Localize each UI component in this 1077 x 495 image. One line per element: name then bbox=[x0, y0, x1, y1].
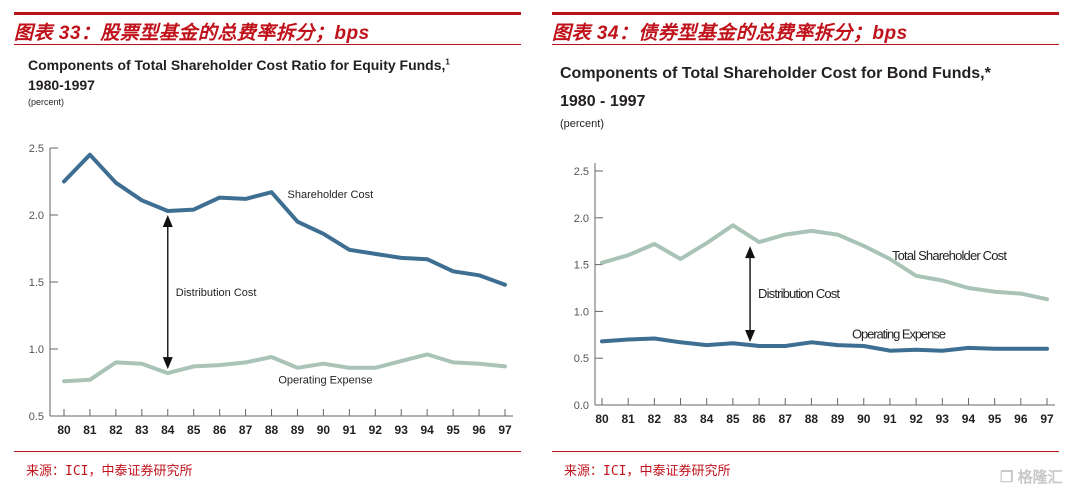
chart-title-line1: Components of Total Shareholder Cost Rat… bbox=[28, 57, 450, 73]
arrow-head-up-icon bbox=[162, 214, 173, 227]
x-tick-label: 94 bbox=[962, 412, 976, 426]
series-label: Shareholder Cost bbox=[288, 189, 374, 201]
x-tick-label: 92 bbox=[369, 423, 383, 437]
x-tick-label: 90 bbox=[317, 423, 331, 437]
series-line-operating-expense bbox=[600, 336, 1049, 353]
unit-label: (percent) bbox=[28, 97, 65, 107]
x-tick-label: 92 bbox=[909, 412, 923, 426]
y-tick-label: 1.5 bbox=[574, 260, 589, 272]
x-tick-label: 88 bbox=[805, 412, 819, 426]
title-rule bbox=[14, 44, 521, 45]
series-label: Operating Expense bbox=[852, 327, 946, 342]
arrow-head-down-icon bbox=[162, 357, 173, 370]
arrow-head-down-icon bbox=[745, 330, 756, 343]
x-tick-label: 87 bbox=[239, 423, 253, 437]
x-tick-label: 86 bbox=[752, 412, 766, 426]
chart-title-line2: 1980 - 1997 bbox=[560, 93, 646, 110]
bottom-rule bbox=[552, 451, 1059, 452]
y-tick-label: 2.5 bbox=[29, 143, 44, 155]
figure-34-panel: 图表 34：债券型基金的总费率拆分；bps Components of Tota… bbox=[552, 0, 1061, 495]
x-tick-label: 93 bbox=[395, 423, 409, 437]
x-tick-label: 83 bbox=[674, 412, 688, 426]
figure-title: 图表 33：股票型基金的总费率拆分；bps bbox=[14, 23, 370, 44]
source-note: 来源：ICI，中泰证券研究所 bbox=[26, 464, 193, 479]
equity-cost-chart: 0.5 1.0 1.5 2.0 2.5 80 81 82 83 84 85 86 87 88 89 90 91 9… bbox=[29, 143, 513, 437]
logo-icon: ❐ bbox=[1000, 469, 1014, 486]
x-tick-label: 81 bbox=[621, 412, 635, 426]
x-tick-label: 89 bbox=[291, 423, 305, 437]
watermark-logo: ❐ 格隆汇 bbox=[1000, 466, 1063, 487]
x-tick-label: 81 bbox=[83, 423, 97, 437]
x-tick-label: 91 bbox=[883, 412, 897, 426]
y-tick-label: 1.5 bbox=[29, 277, 44, 289]
y-tick-label: 2.5 bbox=[574, 166, 589, 178]
series-line-operating-expense bbox=[62, 352, 507, 384]
x-tick-label: 85 bbox=[187, 423, 201, 437]
chart-title-line2: 1980-1997 bbox=[28, 77, 95, 93]
x-tick-label: 95 bbox=[446, 423, 460, 437]
x-tick-label: 80 bbox=[57, 423, 71, 437]
x-tick-label: 85 bbox=[726, 412, 740, 426]
title-rule bbox=[552, 44, 1059, 45]
y-tick-label: 1.0 bbox=[574, 306, 589, 318]
y-tick-label: 0.5 bbox=[29, 411, 44, 423]
x-tick-label: 96 bbox=[1014, 412, 1028, 426]
series-label: Operating Expense bbox=[278, 375, 372, 387]
chart-title-text: Components of Total Shareholder Cost Rat… bbox=[28, 57, 446, 73]
y-tick-label: 0.5 bbox=[574, 353, 589, 365]
y-tick-label: 2.0 bbox=[574, 213, 589, 225]
footnote-marker: 1 bbox=[445, 57, 450, 67]
x-tick-label: 86 bbox=[213, 423, 227, 437]
source-note: 来源：ICI，中泰证券研究所 bbox=[564, 464, 731, 479]
top-rule bbox=[552, 12, 1059, 15]
x-tick-label: 91 bbox=[343, 423, 357, 437]
arrow-head-up-icon bbox=[745, 246, 756, 259]
x-tick-label: 95 bbox=[988, 412, 1002, 426]
x-tick-label: 89 bbox=[831, 412, 845, 426]
bond-cost-chart: 0.0 0.5 1.0 1.5 2.0 2.5 80 81 82 83 84 85 86 87 88 89 90… bbox=[574, 163, 1055, 426]
top-rule bbox=[14, 12, 521, 15]
annotation-label: Distribution Cost bbox=[176, 287, 257, 299]
unit-label: (percent) bbox=[560, 118, 605, 130]
x-tick-label: 97 bbox=[1040, 412, 1054, 426]
x-tick-label: 93 bbox=[936, 412, 950, 426]
x-tick-label: 82 bbox=[648, 412, 662, 426]
x-tick-label: 87 bbox=[779, 412, 793, 426]
x-tick-label: 83 bbox=[135, 423, 149, 437]
chart-title-line1: Components of Total Shareholder Cost for… bbox=[560, 65, 991, 82]
x-tick-label: 90 bbox=[857, 412, 871, 426]
x-tick-label: 94 bbox=[420, 423, 434, 437]
series-line-shareholder-cost bbox=[62, 152, 507, 287]
annotation-label: Distribution Cost bbox=[758, 286, 840, 301]
x-tick-label: 80 bbox=[595, 412, 609, 426]
series-line-total-shareholder-cost bbox=[600, 223, 1049, 302]
x-tick-label: 97 bbox=[498, 423, 512, 437]
x-tick-label: 84 bbox=[700, 412, 714, 426]
watermark-text: 格隆汇 bbox=[1017, 469, 1063, 486]
x-tick-label: 96 bbox=[472, 423, 486, 437]
y-tick-label: 0.0 bbox=[574, 400, 589, 412]
series-label: Total Shareholder Cost bbox=[892, 248, 1007, 263]
x-tick-label: 88 bbox=[265, 423, 279, 437]
y-tick-label: 2.0 bbox=[29, 210, 44, 222]
bottom-rule bbox=[14, 451, 521, 452]
x-tick-label: 84 bbox=[161, 423, 175, 437]
x-tick-label: 82 bbox=[109, 423, 123, 437]
figure-33-panel: 图表 33：股票型基金的总费率拆分；bps Components of Tota… bbox=[14, 0, 523, 495]
y-tick-label: 1.0 bbox=[29, 344, 44, 356]
figure-title: 图表 34：债券型基金的总费率拆分；bps bbox=[552, 23, 908, 44]
